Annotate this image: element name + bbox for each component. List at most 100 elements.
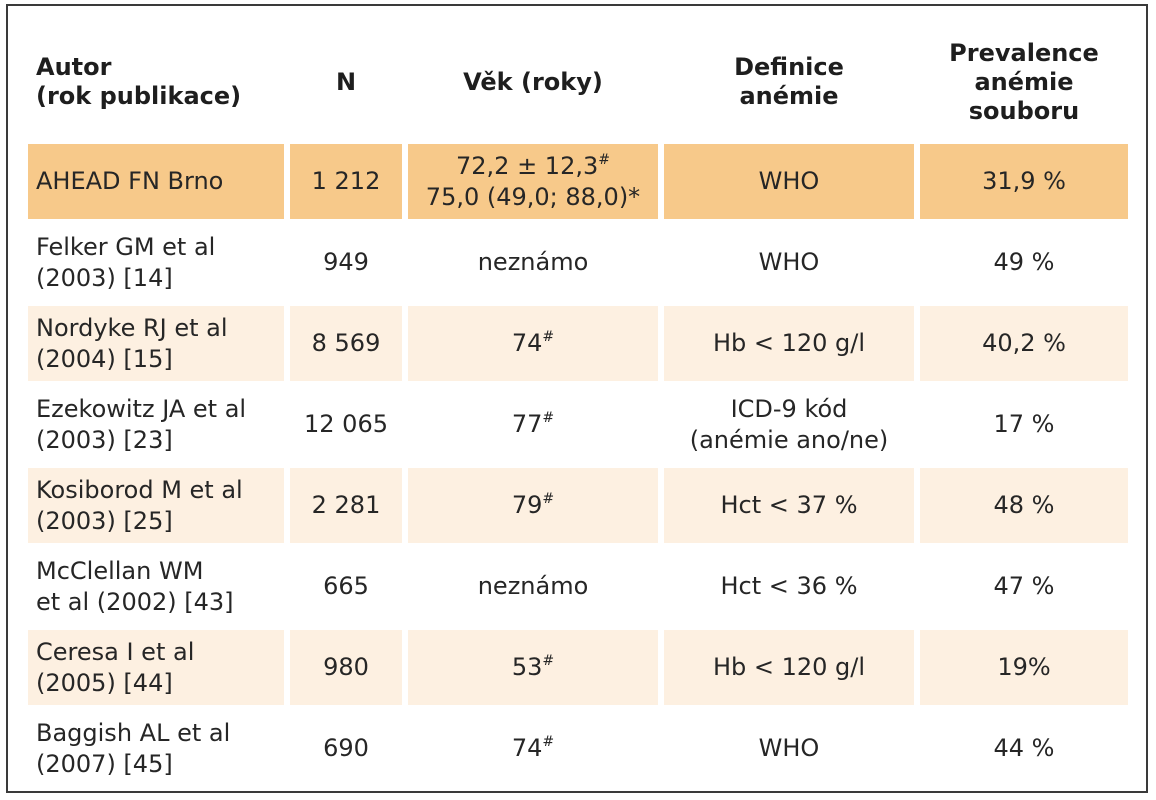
header-autor: Autor (rok publikace) [28, 26, 284, 138]
cell-n: 2 281 [290, 468, 402, 543]
autor-line: AHEAD FN Brno [36, 167, 224, 195]
table-row: Felker GM et al (2003) [14] 949 neznámo WHO 4… [28, 225, 1128, 300]
cell-prevalence: 40,2 % [920, 306, 1128, 381]
cell-definice: WHO [664, 225, 914, 300]
vek-line: 74# [414, 328, 652, 359]
table-row: Nordyke RJ et al (2004) [15] 8 569 74# Hb < … [28, 306, 1128, 381]
cell-autor: Kosiborod M et al (2003) [25] [28, 468, 284, 543]
autor-line: Felker GM et al [36, 232, 216, 261]
cell-vek: 72,2 ± 12,3# 75,0 (49,0; 88,0)* [408, 144, 658, 219]
cell-definice: Hct < 36 % [664, 549, 914, 624]
cell-prevalence: 31,9 % [920, 144, 1128, 219]
vek-line: neznámo [414, 247, 652, 278]
autor-line: Ezekowitz JA et al [36, 394, 247, 423]
header-line: (rok publikace) [36, 82, 242, 110]
autor-line: Ceresa I et al [36, 637, 195, 666]
vek-value: 72,2 ± 12,3 [456, 151, 599, 180]
table-row: Ezekowitz JA et al (2003) [23] 12 065 77# IC… [28, 387, 1128, 462]
vek-value: 77 [511, 410, 543, 438]
cell-definice: Hb < 120 g/l [664, 306, 914, 381]
vek-line: 75,0 (49,0; 88,0)* [414, 182, 652, 213]
vek-value: 75,0 (49,0; 88,0)* [425, 182, 641, 211]
cell-prevalence: 17 % [920, 387, 1128, 462]
vek-value: neznámo [477, 248, 589, 276]
vek-value: 53 [511, 653, 543, 681]
cell-n: 1 212 [290, 144, 402, 219]
cell-definice: Hct < 37 % [664, 468, 914, 543]
autor-line: (2003) [25] [36, 506, 173, 535]
vek-footnote-mark: # [542, 734, 555, 750]
definice-line: (anémie ano/ne) [689, 425, 889, 454]
cell-definice: Hb < 120 g/l [664, 630, 914, 705]
vek-line: 77# [414, 409, 652, 440]
table-row: McClellan WM et al (2002) [43] 665 neznámo H… [28, 549, 1128, 624]
header-line: anémie [974, 67, 1074, 96]
header-line: anémie [739, 82, 839, 110]
header-prevalence: Prevalence anémie souboru [920, 26, 1128, 138]
header-line: Věk (roky) [463, 67, 603, 96]
autor-line: (2003) [14] [36, 263, 173, 292]
autor-line: Kosiborod M et al [36, 475, 243, 504]
cell-definice: WHO [664, 711, 914, 786]
cell-prevalence: 19% [920, 630, 1128, 705]
autor-line: (2007) [45] [36, 749, 173, 778]
vek-footnote-mark: # [542, 410, 555, 426]
cell-definice: WHO [664, 144, 914, 219]
autor-line: McClellan WM [36, 556, 204, 585]
vek-value: 79 [511, 491, 543, 519]
definice-line: Hb < 120 g/l [712, 329, 866, 357]
cell-vek: neznámo [408, 225, 658, 300]
cell-autor: Ezekowitz JA et al (2003) [23] [28, 387, 284, 462]
header-definice: Definice anémie [664, 26, 914, 138]
cell-n: 949 [290, 225, 402, 300]
autor-line: (2005) [44] [36, 668, 173, 697]
definice-line: WHO [758, 248, 820, 276]
vek-line: 79# [414, 490, 652, 521]
cell-autor: Felker GM et al (2003) [14] [28, 225, 284, 300]
cell-n: 8 569 [290, 306, 402, 381]
cell-autor: McClellan WM et al (2002) [43] [28, 549, 284, 624]
cell-vek: 74# [408, 711, 658, 786]
table-frame: Autor (rok publikace) N Věk (roky) Defini… [6, 4, 1148, 793]
cell-vek: 79# [408, 468, 658, 543]
table-row: AHEAD FN Brno 1 212 72,2 ± 12,3# 75,0 (49,0… [28, 144, 1128, 219]
cell-prevalence: 47 % [920, 549, 1128, 624]
vek-line: 74# [414, 733, 652, 764]
header-vek: Věk (roky) [408, 26, 658, 138]
header-line: Autor [36, 53, 112, 81]
vek-value: 74 [511, 329, 543, 357]
vek-line: 72,2 ± 12,3# [414, 151, 652, 182]
cell-n: 690 [290, 711, 402, 786]
table-row: Kosiborod M et al (2003) [25] 2 281 79# Hct … [28, 468, 1128, 543]
definice-line: Hb < 120 g/l [712, 653, 866, 681]
table-row: Baggish AL et al (2007) [45] 690 74# WHO 44 % [28, 711, 1128, 786]
header-line: Prevalence [949, 38, 1099, 67]
header-n: N [290, 26, 402, 138]
table-row: Ceresa I et al (2005) [44] 980 53# Hb < 120 … [28, 630, 1128, 705]
cell-autor: Baggish AL et al (2007) [45] [28, 711, 284, 786]
vek-footnote-mark: # [542, 491, 555, 507]
cell-vek: neznámo [408, 549, 658, 624]
vek-value: 74 [511, 734, 543, 762]
vek-value: neznámo [477, 572, 589, 600]
cell-n: 980 [290, 630, 402, 705]
cell-prevalence: 44 % [920, 711, 1128, 786]
vek-line: 53# [414, 652, 652, 683]
header-line: souboru [968, 96, 1080, 125]
cell-autor: AHEAD FN Brno [28, 144, 284, 219]
definice-line: Hct < 36 % [720, 572, 858, 600]
autor-line: et al (2002) [43] [36, 587, 234, 616]
header-row: Autor (rok publikace) N Věk (roky) Defini… [28, 26, 1128, 138]
autor-line: Baggish AL et al [36, 718, 231, 747]
header-line: Definice [734, 53, 844, 81]
cell-autor: Nordyke RJ et al (2004) [15] [28, 306, 284, 381]
definice-line: ICD-9 kód [730, 394, 848, 423]
vek-footnote-mark: # [542, 329, 555, 345]
vek-line: neznámo [414, 571, 652, 602]
definice-line: WHO [758, 734, 820, 762]
cell-n: 665 [290, 549, 402, 624]
cell-prevalence: 49 % [920, 225, 1128, 300]
definice-line: WHO [758, 167, 820, 195]
cell-n: 12 065 [290, 387, 402, 462]
cell-definice: ICD-9 kód (anémie ano/ne) [664, 387, 914, 462]
